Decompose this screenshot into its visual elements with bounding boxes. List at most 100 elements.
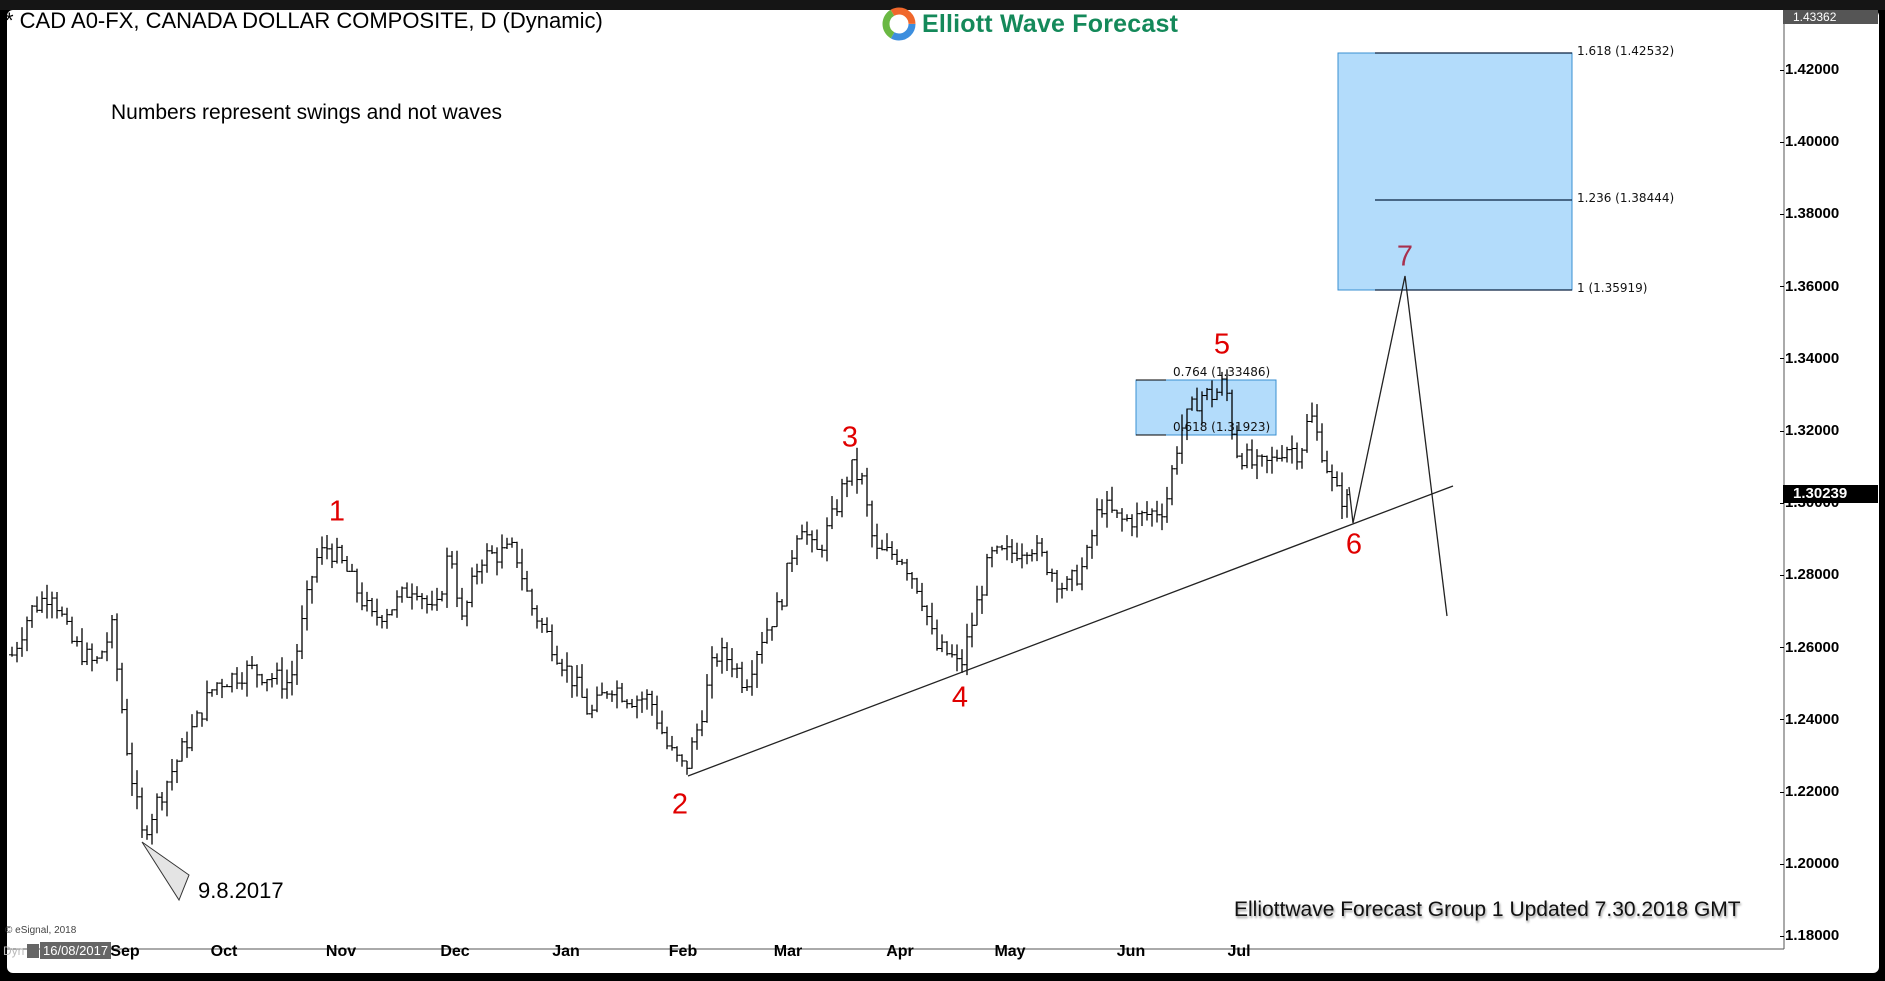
ohlc-bar [549, 624, 555, 662]
ohlc-bar [319, 536, 325, 565]
ohlc-bar [1019, 543, 1025, 569]
ohlc-bar [929, 602, 935, 635]
ohlc-bar [779, 599, 785, 611]
ohlc-bar [764, 617, 770, 644]
ohlc-bar [159, 792, 165, 811]
date-callout-text: 9.8.2017 [198, 878, 284, 903]
ohlc-bar [369, 597, 375, 617]
ohlc-bar [674, 746, 680, 762]
ohlc-bar [749, 660, 755, 696]
ohlc-bar [344, 555, 350, 572]
ohlc-bar [169, 758, 175, 791]
ohlc-bar [1059, 582, 1065, 599]
ohlc-bar [694, 723, 700, 750]
ohlc-bar [599, 682, 605, 696]
ohlc-bar [864, 467, 870, 517]
ohlc-bar [189, 714, 195, 752]
y-tick-label: 1.36000 [1780, 278, 1839, 295]
ohlc-bar [874, 523, 880, 560]
ohlc-bar [1109, 486, 1115, 513]
swing-label-4: 4 [951, 681, 969, 714]
ohlc-bar [239, 672, 245, 690]
ohlc-bar [654, 695, 660, 730]
ohlc-bar [989, 546, 995, 568]
ohlc-bar [884, 533, 890, 552]
ohlc-bar [1309, 402, 1315, 423]
ohlc-bar [789, 550, 795, 572]
ohlc-bar [644, 689, 650, 710]
ohlc-bar [564, 652, 570, 683]
projection-path[interactable] [1348, 275, 1448, 617]
trendline[interactable] [687, 485, 1454, 777]
ohlc-bar [1134, 502, 1140, 538]
ohlc-bar [699, 710, 705, 737]
ohlc-bar [364, 591, 370, 612]
date-callout-pointer [141, 841, 190, 902]
ohlc-bar [1129, 514, 1135, 537]
ohlc-bar [559, 658, 565, 677]
ohlc-bar [769, 626, 775, 641]
ohlc-bar [1089, 529, 1095, 559]
ohlc-bar [1054, 569, 1060, 603]
y-tick-label: 1.42000 [1780, 61, 1839, 78]
x-tick-label: Mar [773, 943, 803, 960]
fib-zones [1135, 52, 1573, 436]
ohlc-bar [29, 605, 35, 628]
swing-label-7: 7 [1396, 240, 1414, 273]
ohlc-bar [219, 678, 225, 699]
fib-level-label: 1.236 (1.38444) [1577, 191, 1675, 205]
ohlc-bar [409, 583, 415, 610]
lock-icon[interactable] [27, 944, 39, 958]
ohlc-bar [1049, 568, 1055, 582]
ohlc-bar [834, 499, 840, 516]
ohlc-bar [959, 649, 965, 674]
ohlc-bar [299, 605, 305, 660]
fib-level-label: 0.618 (1.31923) [1173, 420, 1271, 434]
x-tick-label: Sep [110, 943, 140, 960]
x-tick-label: Nov [325, 943, 357, 960]
ohlc-bar [444, 547, 450, 608]
swing-label-3: 3 [841, 421, 859, 454]
ohlc-bar [389, 609, 395, 616]
ohlc-bar [1034, 535, 1040, 562]
dyn-label[interactable]: Dyn [3, 944, 25, 958]
ohlc-bar [54, 592, 60, 619]
ohlc-bar [1124, 514, 1130, 522]
ohlc-bar [129, 742, 135, 796]
ohlc-bar [714, 653, 720, 667]
ohlc-bar [384, 608, 390, 629]
ohlc-bar [939, 634, 945, 653]
ohlc-bar [119, 662, 125, 714]
ohlc-bar [204, 680, 210, 722]
ohlc-bar [1334, 471, 1340, 487]
ohlc-bar [669, 735, 675, 751]
ohlc-bar [529, 588, 535, 616]
ohlc-bar [449, 551, 455, 569]
ohlc-bar [909, 572, 915, 589]
ohlc-bar [819, 544, 825, 558]
x-tick-label: Jun [1116, 943, 1146, 960]
ohlc-bar [334, 537, 340, 564]
ohlc-bar [554, 645, 560, 665]
ohlc-bar [1104, 490, 1110, 528]
logo: Elliott Wave Forecast [882, 4, 1178, 44]
ohlc-bar [524, 570, 530, 592]
ohlc-bar [114, 613, 120, 682]
ohlc-bar [314, 548, 320, 583]
cursor-date: 16/08/2017 [40, 942, 112, 959]
ohlc-bar [854, 447, 860, 494]
ohlc-bar [814, 529, 820, 550]
ohlc-bar [1024, 552, 1030, 565]
ohlc-bar [244, 660, 250, 697]
ohlc-bar [704, 674, 710, 723]
ohlc-bar [274, 662, 280, 685]
ohlc-bar [249, 656, 255, 670]
ohlc-bar [869, 500, 875, 548]
ohlc-bar [49, 591, 55, 619]
ohlc-bar [579, 664, 585, 698]
ohlc-bar [374, 598, 380, 626]
y-tick-label: 1.40000 [1780, 133, 1839, 150]
ohlc-bar [419, 593, 425, 610]
ohlc-bar [659, 710, 665, 735]
